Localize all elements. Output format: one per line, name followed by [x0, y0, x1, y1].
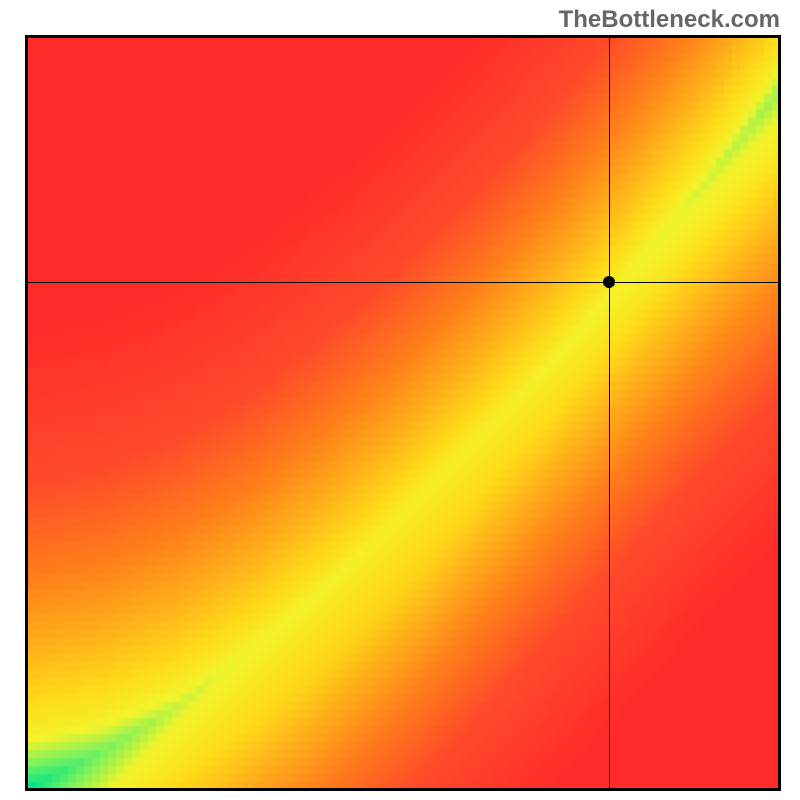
- crosshair-marker: [603, 276, 615, 288]
- crosshair-vertical: [609, 38, 610, 788]
- watermark-text: TheBottleneck.com: [559, 6, 780, 34]
- heatmap-plot: [25, 35, 781, 791]
- heatmap-canvas: [28, 38, 778, 788]
- crosshair-horizontal: [28, 282, 778, 283]
- chart-container: TheBottleneck.com: [0, 0, 800, 800]
